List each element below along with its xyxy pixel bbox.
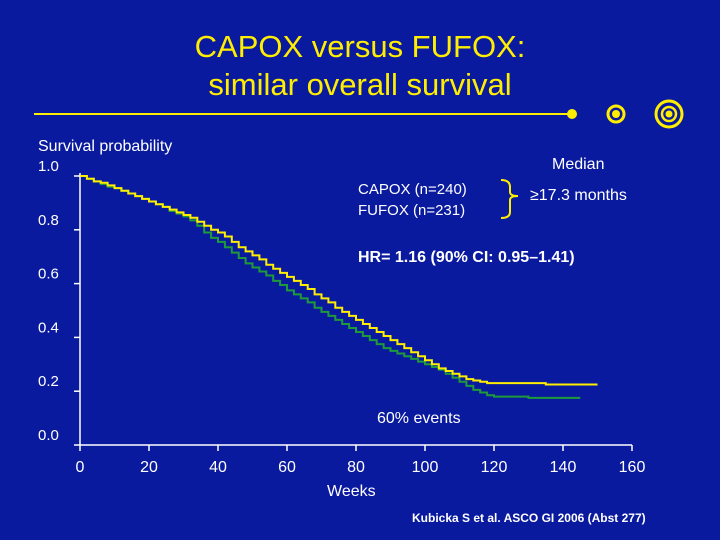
target-icon-large-ring [660,105,678,123]
y-tick-label: 0.6 [38,266,59,283]
title-line-2: similar overall survival [208,67,512,102]
x-tick-label: 20 [140,459,158,476]
title-line-1: CAPOX versus FUFOX: [194,29,526,64]
target-icon-large-core [665,110,673,118]
x-tick-label: 160 [619,459,646,476]
hazard-ratio: HR= 1.16 (90% CI: 0.95–1.41) [358,249,575,266]
target-icon-medium-core [612,110,620,118]
series-lines [80,175,598,399]
x-tick-label: 40 [209,459,227,476]
median-header: Median [552,156,605,173]
x-tick-label: 140 [550,459,577,476]
y-tick-label: 1.0 [38,158,59,175]
target-icon-large [654,99,684,129]
x-tick-label: 100 [412,459,439,476]
axes: 0.0 0.2 0.4 0.6 0.8 1.0 0 20 40 60 80 100 120 140 160 [38,158,645,476]
y-tick-label: 0.2 [38,373,59,390]
series-line-capox [80,175,598,386]
x-tick-label: 120 [481,459,508,476]
y-axis-label: Survival probability [38,138,173,155]
x-axis-label: Weeks [327,483,376,500]
median-value: ≥17.3 months [530,187,627,204]
dot-icon-small [567,109,577,119]
title-divider [34,113,574,115]
x-tick-label: 60 [278,459,296,476]
events-note: 60% events [377,410,461,427]
y-tick-label: 0.4 [38,319,59,336]
target-icon-medium [606,104,626,124]
slide-title: CAPOX versus FUFOX: similar overall surv… [0,28,720,104]
legend-capox: CAPOX (n=240) [358,181,467,198]
decorative-dots [567,99,684,129]
legend-brackets [500,179,519,219]
y-tick-label: 0.0 [38,427,59,444]
legend-fufox: FUFOX (n=231) [358,202,466,219]
y-tick-label: 0.8 [38,212,59,229]
series-line-fufox [80,175,581,399]
x-tick-label: 0 [76,459,85,476]
citation: Kubicka S et al. ASCO GI 2006 (Abst 277) [412,511,646,525]
legend-brace-icon [500,179,519,219]
x-tick-label: 80 [347,459,365,476]
